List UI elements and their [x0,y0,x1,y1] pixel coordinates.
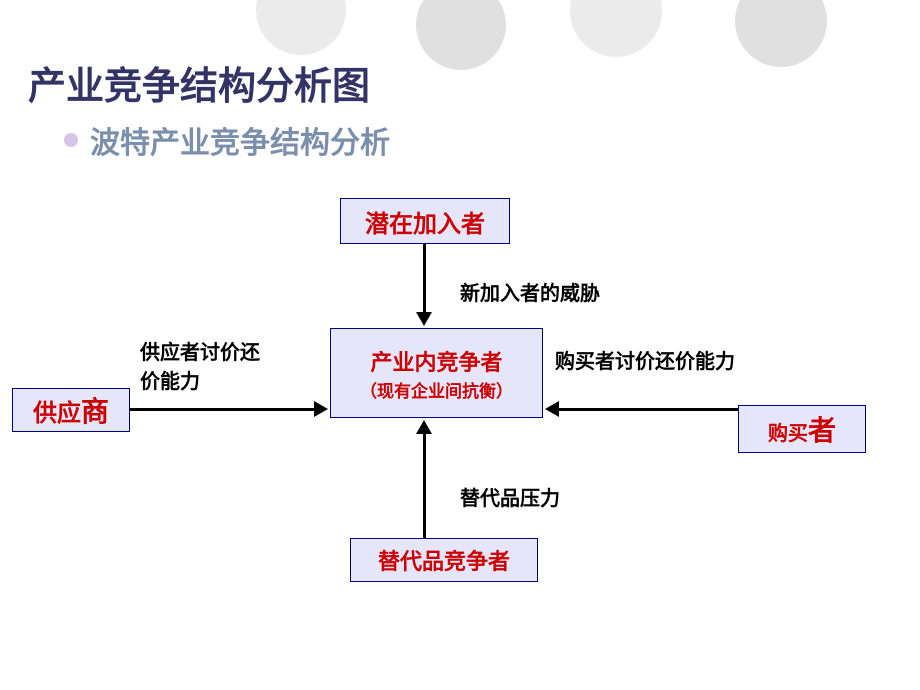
arrow-left-line [130,408,314,411]
box-center-sublabel: （现有企业间抗衡） [360,377,513,402]
arrow-left-head [314,401,328,417]
force-label-top: 新加入者的威胁 [460,277,600,306]
page-title: 产业竞争结构分析图 [28,55,370,110]
box-bottom: 替代品竞争者 [350,538,538,582]
box-right: 购买者 [738,405,866,453]
box-top: 潜在加入者 [340,198,510,244]
arrow-right-head [545,401,559,417]
force-label-bottom: 替代品压力 [460,482,560,511]
box-right-label: 购买者 [768,409,836,449]
arrow-top-line [423,244,426,312]
box-left: 供应商 [12,388,130,432]
bg-circle-3 [570,0,662,57]
box-left-label: 供应商 [33,390,109,430]
box-center: 产业内竞争者 （现有企业间抗衡） [330,328,543,418]
force-label-right: 购买者讨价还价能力 [555,345,735,374]
box-bottom-label: 替代品竞争者 [378,544,510,576]
box-center-label: 产业内竞争者 [370,345,502,377]
bg-circle-1 [256,0,346,55]
arrow-bottom-head [416,420,432,434]
bg-circle-2 [416,0,506,70]
box-top-label: 潜在加入者 [365,204,485,239]
arrow-right-line [559,408,738,411]
bullet-icon [64,133,78,147]
subtitle-row: 波特产业竞争结构分析 [64,118,390,162]
arrow-top-head [416,312,432,326]
arrow-bottom-line [423,434,426,538]
force-label-left: 供应者讨价还价能力 [140,336,260,394]
bg-circle-4 [735,0,827,67]
subtitle-text: 波特产业竞争结构分析 [90,118,390,162]
